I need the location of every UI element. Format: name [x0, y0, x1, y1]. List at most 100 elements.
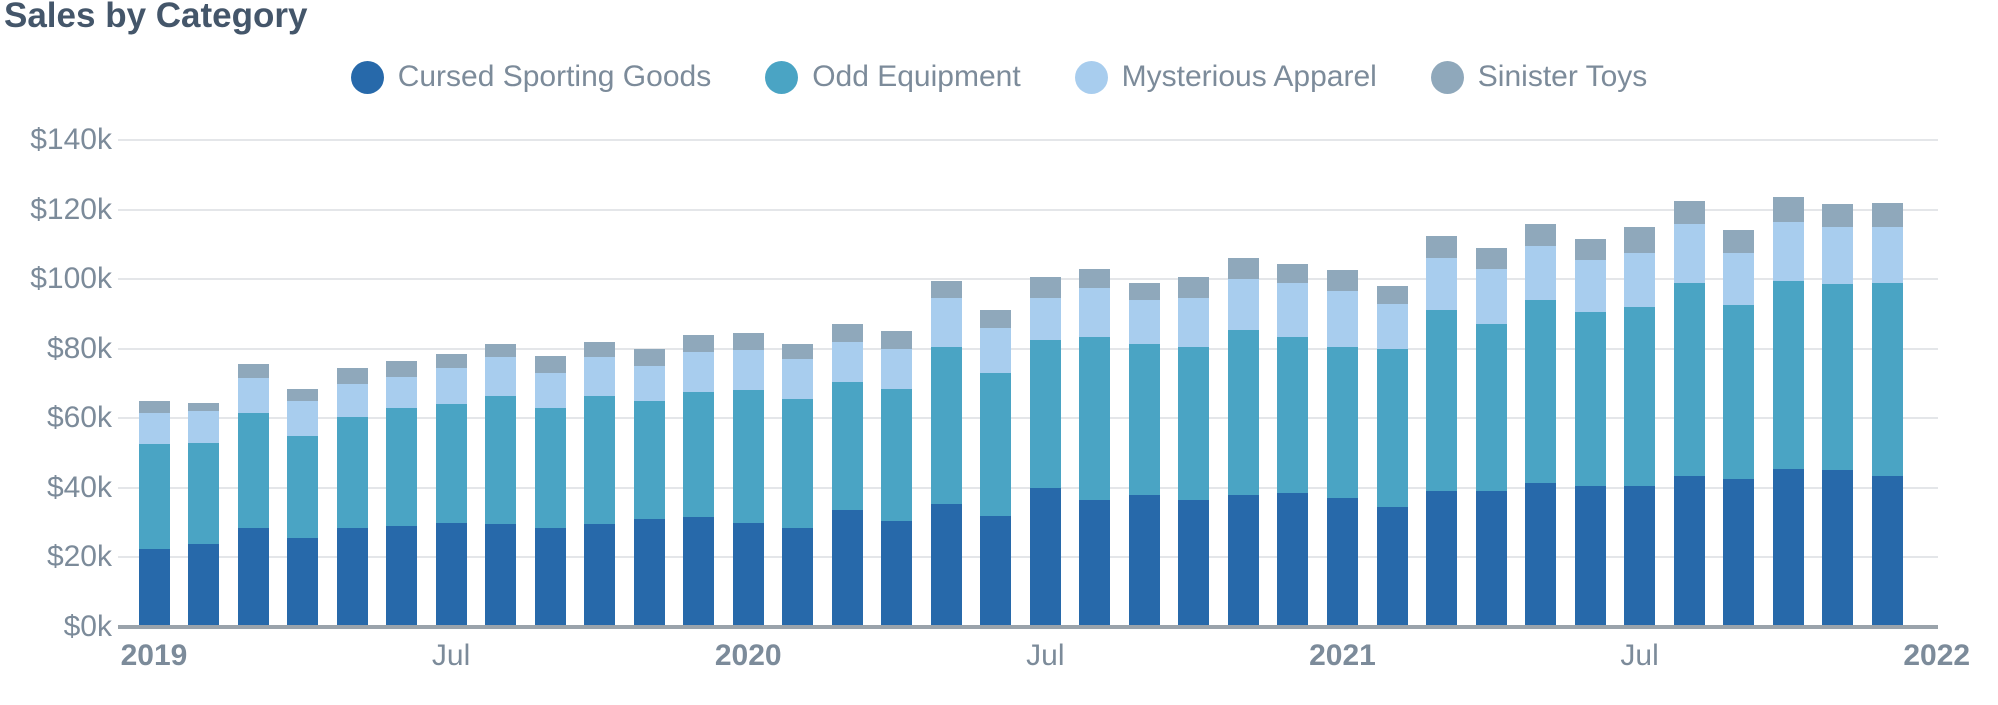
- bar-segment[interactable]: [1822, 284, 1854, 471]
- bar-segment[interactable]: [1178, 298, 1210, 347]
- bar-segment[interactable]: [584, 524, 616, 627]
- bar-segment[interactable]: [287, 538, 319, 627]
- bar-segment[interactable]: [831, 381, 863, 511]
- bar-segment[interactable]: [1871, 226, 1903, 283]
- bar-segment[interactable]: [188, 442, 220, 544]
- bar-segment[interactable]: [980, 327, 1012, 374]
- bar-segment[interactable]: [881, 520, 913, 627]
- bar-segment[interactable]: [1574, 486, 1606, 627]
- bar-segment[interactable]: [237, 378, 269, 414]
- legend-item-odd-equipment[interactable]: Odd Equipment: [765, 60, 1021, 94]
- bar-segment[interactable]: [1723, 479, 1755, 627]
- bar-segment[interactable]: [534, 407, 566, 528]
- bar-segment[interactable]: [237, 364, 269, 379]
- bar-segment[interactable]: [584, 357, 616, 396]
- bar-segment[interactable]: [1723, 230, 1755, 254]
- bar-segment[interactable]: [831, 324, 863, 342]
- bar-segment[interactable]: [683, 334, 715, 353]
- bar-segment[interactable]: [980, 373, 1012, 516]
- bar-segment[interactable]: [485, 395, 517, 525]
- bar-segment[interactable]: [782, 359, 814, 400]
- bar-segment[interactable]: [683, 352, 715, 393]
- bar-segment[interactable]: [1079, 500, 1111, 627]
- bar-segment[interactable]: [1426, 491, 1458, 627]
- bar-segment[interactable]: [1128, 300, 1160, 344]
- bar-segment[interactable]: [138, 413, 170, 445]
- bar-segment[interactable]: [1475, 268, 1507, 325]
- bar-segment[interactable]: [633, 400, 665, 520]
- bar-segment[interactable]: [732, 522, 764, 627]
- bar-segment[interactable]: [1376, 303, 1408, 349]
- bar-segment[interactable]: [1277, 263, 1309, 283]
- bar-segment[interactable]: [1128, 494, 1160, 627]
- bar-segment[interactable]: [1574, 239, 1606, 261]
- bar-segment[interactable]: [1673, 223, 1705, 283]
- bar-segment[interactable]: [1227, 279, 1259, 330]
- bar-segment[interactable]: [1624, 306, 1656, 487]
- bar-segment[interactable]: [435, 522, 467, 627]
- bar-segment[interactable]: [1525, 246, 1557, 301]
- bar-segment[interactable]: [930, 298, 962, 347]
- bar-segment[interactable]: [287, 400, 319, 436]
- bar-segment[interactable]: [1723, 253, 1755, 306]
- legend-item-sinister-toys[interactable]: Sinister Toys: [1430, 60, 1647, 94]
- bar-segment[interactable]: [1376, 286, 1408, 304]
- bar-segment[interactable]: [1326, 291, 1358, 347]
- bar-segment[interactable]: [930, 346, 962, 504]
- bar-segment[interactable]: [1673, 475, 1705, 627]
- bar-segment[interactable]: [980, 310, 1012, 328]
- bar-segment[interactable]: [386, 376, 418, 408]
- bar-segment[interactable]: [188, 411, 220, 443]
- bar-segment[interactable]: [1475, 324, 1507, 492]
- bar-segment[interactable]: [1673, 200, 1705, 224]
- bar-segment[interactable]: [584, 395, 616, 525]
- bar-segment[interactable]: [287, 435, 319, 539]
- bar-segment[interactable]: [1624, 226, 1656, 254]
- bar-segment[interactable]: [782, 527, 814, 627]
- bar-segment[interactable]: [633, 366, 665, 401]
- bar-segment[interactable]: [188, 543, 220, 627]
- bar-segment[interactable]: [1326, 346, 1358, 499]
- bar-segment[interactable]: [831, 341, 863, 382]
- bar-segment[interactable]: [1574, 260, 1606, 313]
- bar-segment[interactable]: [336, 527, 368, 627]
- bar-segment[interactable]: [1277, 282, 1309, 337]
- bar-segment[interactable]: [1822, 470, 1854, 627]
- bar-segment[interactable]: [1475, 491, 1507, 627]
- bar-segment[interactable]: [1079, 268, 1111, 288]
- bar-segment[interactable]: [881, 348, 913, 389]
- bar-segment[interactable]: [534, 527, 566, 627]
- bar-segment[interactable]: [336, 367, 368, 384]
- bar-segment[interactable]: [386, 407, 418, 527]
- bar-segment[interactable]: [336, 383, 368, 417]
- bar-segment[interactable]: [1128, 282, 1160, 301]
- bar-segment[interactable]: [1822, 226, 1854, 285]
- bar-segment[interactable]: [1178, 347, 1210, 501]
- bar-segment[interactable]: [1871, 202, 1903, 227]
- bar-segment[interactable]: [1525, 223, 1557, 247]
- bar-segment[interactable]: [732, 333, 764, 351]
- bar-segment[interactable]: [782, 343, 814, 360]
- bar-segment[interactable]: [881, 388, 913, 521]
- bar-segment[interactable]: [732, 390, 764, 523]
- bar-segment[interactable]: [1277, 493, 1309, 627]
- bar-segment[interactable]: [1525, 482, 1557, 627]
- bar-segment[interactable]: [683, 392, 715, 518]
- bar-segment[interactable]: [1029, 298, 1061, 341]
- bar-segment[interactable]: [881, 331, 913, 349]
- bar-segment[interactable]: [1227, 494, 1259, 627]
- bar-segment[interactable]: [1326, 270, 1358, 292]
- bar-segment[interactable]: [386, 360, 418, 377]
- bar-segment[interactable]: [1079, 287, 1111, 337]
- bar-segment[interactable]: [1029, 277, 1061, 299]
- bar-segment[interactable]: [930, 503, 962, 627]
- bar-segment[interactable]: [1822, 204, 1854, 227]
- bar-segment[interactable]: [534, 355, 566, 374]
- bar-segment[interactable]: [237, 527, 269, 627]
- bar-segment[interactable]: [435, 404, 467, 523]
- bar-segment[interactable]: [1178, 277, 1210, 299]
- bar-segment[interactable]: [1624, 253, 1656, 307]
- bar-segment[interactable]: [1128, 343, 1160, 495]
- bar-segment[interactable]: [287, 388, 319, 401]
- bar-segment[interactable]: [138, 444, 170, 549]
